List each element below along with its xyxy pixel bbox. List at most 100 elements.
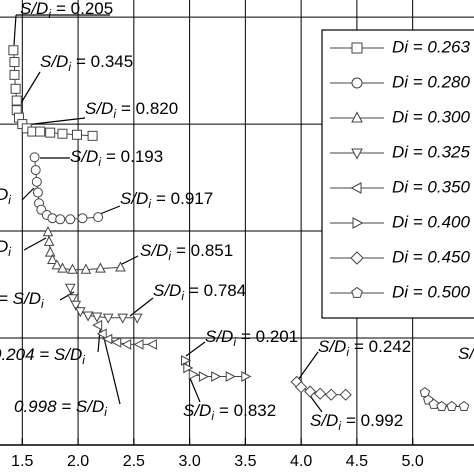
marker	[71, 129, 82, 140]
annotation-text: S/D	[205, 327, 233, 346]
annotation-text: D	[0, 185, 8, 204]
x-axis: 1.5 2.0 2.5 3.0 3.5 4.0 4.5 5.0	[0, 438, 474, 470]
annotation: Di	[0, 237, 11, 259]
leader-line	[185, 341, 206, 357]
marker	[436, 400, 447, 411]
marker	[35, 126, 46, 137]
marker	[11, 95, 22, 106]
marker	[446, 400, 457, 411]
annotation-text: S/D	[120, 189, 148, 208]
marker	[350, 182, 362, 194]
marker	[325, 388, 338, 401]
marker	[65, 214, 76, 225]
annotation-subscript: i	[68, 60, 71, 74]
leader-line	[297, 351, 319, 381]
legend-label: Di = 0.350 m	[392, 177, 474, 196]
x-tick-label: 4.0	[290, 453, 312, 470]
marker	[241, 371, 252, 382]
marker	[91, 312, 103, 323]
annotation-subscript: i	[41, 297, 44, 311]
annotation-value: = 0.917	[156, 189, 213, 208]
annotation-text: S/D	[140, 241, 168, 260]
annotation-subscript: i	[148, 197, 151, 211]
annotation-text: S/D	[70, 147, 98, 166]
annotation-text: D	[0, 237, 8, 256]
annotation-value: = 0.820	[121, 99, 178, 118]
annotation-subscript: i	[104, 405, 107, 419]
legend-label: Di = 0.500 m	[392, 282, 474, 301]
marker	[9, 57, 20, 68]
annotation-text: S/D	[40, 52, 68, 71]
annotation: S/Di = 0.205	[20, 0, 113, 21]
marker	[117, 313, 129, 324]
marker	[44, 246, 56, 257]
annotation-value: = 0.205	[56, 0, 113, 18]
marker	[198, 371, 209, 382]
leader-line	[23, 237, 47, 251]
annotation: S/Di = 0.242	[318, 337, 411, 359]
annotation-value: = 0.851	[176, 241, 233, 260]
marker	[31, 176, 42, 187]
marker	[92, 319, 103, 331]
marker	[32, 187, 43, 198]
annotation-subscript: i	[346, 345, 349, 359]
annotation-subscript: i	[8, 245, 11, 259]
legend-label: Di = 0.280 m	[392, 72, 474, 91]
marker	[303, 385, 317, 398]
marker	[87, 130, 98, 141]
marker	[57, 262, 68, 273]
marker	[80, 263, 92, 274]
legend-label: Di = 0.450 m	[392, 247, 474, 266]
annotation: S/Di = 0.832	[183, 401, 276, 423]
marker	[111, 336, 122, 348]
marker	[70, 300, 82, 311]
marker	[96, 328, 107, 340]
leader-line	[189, 377, 201, 403]
x-tick-label: 1.5	[11, 453, 33, 470]
annotation-text: S/D	[183, 401, 211, 420]
marker	[9, 69, 20, 80]
marker	[350, 251, 364, 265]
annotation: S/Di = 0.917	[120, 189, 213, 211]
annotation-subscript: i	[113, 107, 116, 121]
plot-area	[8, 45, 470, 411]
marker	[352, 217, 364, 229]
marker	[51, 259, 63, 270]
marker	[77, 213, 88, 224]
marker	[43, 235, 55, 246]
legend-box	[321, 29, 474, 319]
annotation-text: 0.204 = S/D	[0, 345, 82, 364]
annotation-text: 0.998 = S/D	[14, 397, 104, 416]
marker	[313, 387, 327, 400]
annotation: S/Di = 0.345	[40, 52, 133, 74]
marker	[419, 386, 431, 398]
marker	[55, 214, 66, 225]
marker	[67, 263, 78, 274]
x-tick-label: 3.0	[178, 453, 200, 470]
legend: Di = 0.263 m Di = 0.280 m Di = 0.300 m Di =…	[321, 29, 474, 319]
annotation-value: = 0.193	[106, 147, 163, 166]
leader-line	[13, 14, 17, 46]
leader-line	[103, 337, 121, 405]
annotation: S/Di = 0.201	[205, 327, 298, 349]
annotation-text: S/D	[458, 344, 474, 363]
annotation-value: = 0.784	[189, 281, 246, 300]
marker	[211, 371, 222, 382]
annotation-text: S/D	[153, 281, 181, 300]
legend-label: Di = 0.400 m	[392, 212, 474, 231]
marker	[351, 286, 363, 298]
annotation: 0.998 = S/Di	[14, 397, 107, 419]
leader-lines	[13, 14, 323, 413]
marker	[121, 339, 132, 350]
x-tick-label: 2.5	[123, 453, 145, 470]
annotation-subscript: i	[48, 7, 51, 21]
annotation: = S/Di	[0, 289, 44, 311]
annotation-text: S/D	[85, 99, 113, 118]
marker	[351, 77, 363, 89]
marker	[82, 311, 94, 322]
marker	[93, 212, 104, 223]
annotation-subscript: i	[211, 409, 214, 423]
annotation: S/Di = 0.784	[153, 281, 246, 303]
